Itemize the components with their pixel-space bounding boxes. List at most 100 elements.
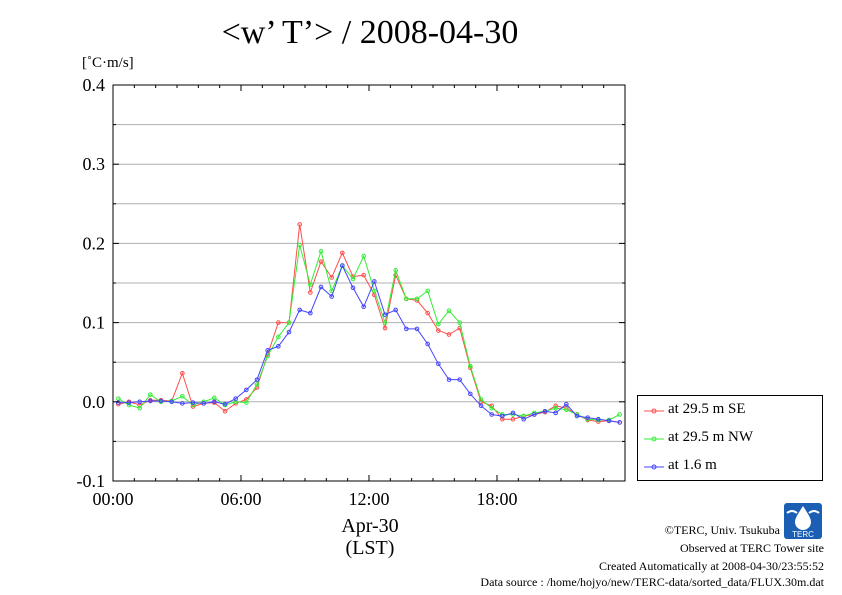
axis-ticks <box>112 84 626 482</box>
terc-logo-icon: TERC <box>784 503 822 539</box>
data-point <box>382 320 388 325</box>
data-point <box>286 329 292 335</box>
data-point <box>585 415 590 420</box>
data-point <box>606 418 612 424</box>
data-point <box>318 284 324 290</box>
data-point <box>436 361 441 367</box>
legend-swatch-1-6m <box>644 464 664 470</box>
legend-entry-nw: at 29.5 m NW <box>644 429 820 449</box>
legend-swatch-se <box>644 408 664 414</box>
data-point <box>190 400 196 405</box>
data-point <box>350 276 356 282</box>
x-tick-labels: 00:00 06:00 12:00 18:00 <box>92 489 517 509</box>
series-1 <box>116 242 622 423</box>
data-point <box>564 401 569 407</box>
legend-entry-se: at 29.5 m SE <box>644 401 820 421</box>
data-point <box>372 279 377 284</box>
data-point <box>510 416 516 422</box>
data-point <box>276 320 281 325</box>
data-point <box>500 413 505 419</box>
data-point <box>468 391 473 397</box>
data-point <box>478 397 484 402</box>
data-point <box>126 400 132 405</box>
data-point <box>361 272 366 278</box>
data-point <box>617 420 622 425</box>
data-point <box>404 326 409 332</box>
data-point <box>372 288 377 294</box>
chart-title: <w’ T’> / 2008-04-30 <box>221 14 519 51</box>
data-point <box>596 416 601 422</box>
data-point <box>446 332 452 337</box>
data-point <box>553 403 558 409</box>
data-point <box>457 320 462 325</box>
data-point <box>201 401 206 406</box>
x-tick-label: 00:00 <box>92 489 133 509</box>
series-line <box>118 244 620 421</box>
y-tick-label: 0.2 <box>83 233 106 253</box>
data-point <box>190 402 196 408</box>
y-tick-label: 0.0 <box>83 392 106 412</box>
y-tick-label: 0.4 <box>83 75 106 95</box>
data-point <box>318 259 324 264</box>
data-point <box>510 410 516 416</box>
legend-entry-1-6m: at 1.6 m <box>644 457 820 477</box>
series-layer <box>116 222 622 425</box>
data-point <box>244 400 249 405</box>
data-point <box>158 398 164 404</box>
x-axis-timezone-label: (LST) <box>345 537 395 559</box>
credit-copyright: ©TERC, Univ. Tsukuba <box>664 523 780 537</box>
data-point <box>297 222 302 227</box>
data-point <box>382 312 388 317</box>
data-point <box>222 409 228 414</box>
data-point <box>436 321 441 327</box>
data-point <box>329 294 334 299</box>
series-2 <box>116 263 622 425</box>
data-point <box>222 401 228 407</box>
data-point <box>414 326 420 332</box>
data-point <box>553 405 558 411</box>
data-point <box>137 405 142 411</box>
legend-label-1-6m: at 1.6 m <box>668 457 717 473</box>
y-tick-label: 0.3 <box>83 154 106 174</box>
data-point <box>425 341 430 347</box>
legend-label-se: at 29.5 m SE <box>668 401 746 417</box>
data-point <box>617 412 622 417</box>
data-point <box>180 401 185 406</box>
data-point <box>393 307 398 313</box>
data-point <box>404 296 409 302</box>
data-point <box>308 282 313 287</box>
data-point <box>233 396 238 401</box>
x-axis-date-label: Apr-30 <box>341 515 399 537</box>
credit-created: Created Automatically at 2008-04-30/23:5… <box>599 559 824 573</box>
legend-label-nw: at 29.5 m NW <box>668 429 753 445</box>
data-point <box>542 409 548 414</box>
data-point <box>308 310 313 316</box>
x-tick-label: 12:00 <box>348 489 389 509</box>
data-point <box>180 370 185 376</box>
y-axis-unit-label: [˚C·m/s] <box>82 55 134 71</box>
data-point <box>382 325 388 331</box>
data-point <box>340 263 345 268</box>
data-point <box>489 412 494 417</box>
credit-source: Data source : /home/hojyo/new/TERC-data/… <box>480 575 824 589</box>
legend-swatch-nw <box>644 436 664 442</box>
data-point <box>446 377 452 382</box>
data-point <box>425 310 430 316</box>
data-point <box>254 382 260 387</box>
data-point <box>265 348 270 353</box>
data-point <box>446 308 452 314</box>
legend: at 29.5 m SE at 29.5 m NW at 1.6 m <box>637 395 823 481</box>
data-point <box>276 344 281 349</box>
data-point <box>297 307 302 313</box>
data-point <box>308 290 313 295</box>
data-point <box>553 410 558 416</box>
data-point <box>478 403 484 409</box>
data-point <box>116 400 121 405</box>
data-point <box>254 377 260 382</box>
data-point <box>137 399 142 405</box>
data-point <box>180 393 185 399</box>
data-point <box>425 288 430 294</box>
data-point <box>318 249 324 254</box>
data-point <box>521 416 526 422</box>
